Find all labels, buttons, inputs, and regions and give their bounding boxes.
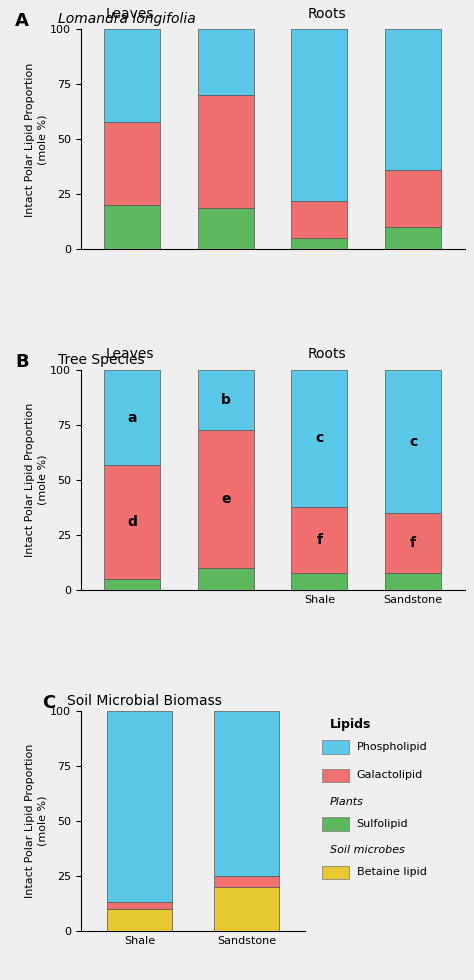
Bar: [104, 29, 160, 122]
Bar: [385, 514, 441, 572]
Text: Lipids: Lipids: [330, 717, 371, 731]
Y-axis label: Intact Polar Lipid Proportion
(mole %): Intact Polar Lipid Proportion (mole %): [26, 403, 47, 558]
Bar: [385, 171, 441, 227]
Text: Tree Species: Tree Species: [57, 353, 144, 367]
Bar: [385, 29, 441, 171]
Bar: [292, 238, 347, 249]
Text: f: f: [316, 532, 322, 547]
Bar: [198, 208, 254, 249]
FancyBboxPatch shape: [322, 817, 349, 830]
Bar: [104, 465, 160, 579]
Text: Roots: Roots: [307, 348, 346, 362]
Text: Soil microbes: Soil microbes: [330, 845, 404, 856]
Bar: [198, 429, 254, 568]
Bar: [198, 370, 254, 429]
Text: c: c: [409, 435, 417, 449]
Bar: [104, 370, 160, 465]
Text: Sulfolipid: Sulfolipid: [356, 818, 408, 828]
Text: Plants: Plants: [330, 797, 364, 807]
Bar: [107, 711, 172, 903]
Bar: [104, 579, 160, 590]
Bar: [198, 29, 254, 95]
FancyBboxPatch shape: [322, 865, 349, 879]
Text: Leaves: Leaves: [106, 7, 154, 21]
Bar: [104, 206, 160, 249]
Text: A: A: [15, 12, 29, 29]
Bar: [107, 903, 172, 909]
Text: d: d: [127, 514, 137, 529]
Bar: [214, 876, 279, 887]
Bar: [214, 711, 279, 876]
Text: C: C: [42, 694, 55, 711]
FancyBboxPatch shape: [322, 741, 349, 754]
Bar: [104, 122, 160, 206]
Text: a: a: [128, 411, 137, 424]
Y-axis label: Intact Polar Lipid Proportion
(mole %): Intact Polar Lipid Proportion (mole %): [26, 62, 47, 217]
Text: Soil Microbial Biomass: Soil Microbial Biomass: [67, 694, 222, 708]
Bar: [292, 572, 347, 590]
Y-axis label: Intact Polar Lipid Proportion
(mole %): Intact Polar Lipid Proportion (mole %): [26, 744, 47, 899]
Bar: [385, 227, 441, 249]
Text: e: e: [221, 492, 230, 506]
Text: Galactolipid: Galactolipid: [356, 770, 423, 780]
Text: f: f: [410, 536, 416, 550]
Text: Phospholipid: Phospholipid: [356, 742, 428, 752]
Bar: [292, 201, 347, 238]
Bar: [198, 95, 254, 208]
FancyBboxPatch shape: [322, 769, 349, 782]
Bar: [198, 568, 254, 590]
Bar: [385, 572, 441, 590]
Bar: [292, 370, 347, 507]
Text: c: c: [315, 431, 323, 446]
Bar: [385, 370, 441, 514]
Bar: [107, 909, 172, 931]
Bar: [292, 29, 347, 201]
Text: Betaine lipid: Betaine lipid: [356, 867, 427, 877]
Text: Lomandra longifolia: Lomandra longifolia: [57, 12, 195, 25]
Text: Leaves: Leaves: [106, 348, 154, 362]
Text: Roots: Roots: [307, 7, 346, 21]
Bar: [292, 507, 347, 572]
Text: b: b: [221, 393, 231, 407]
Text: B: B: [15, 353, 29, 370]
Bar: [214, 887, 279, 931]
